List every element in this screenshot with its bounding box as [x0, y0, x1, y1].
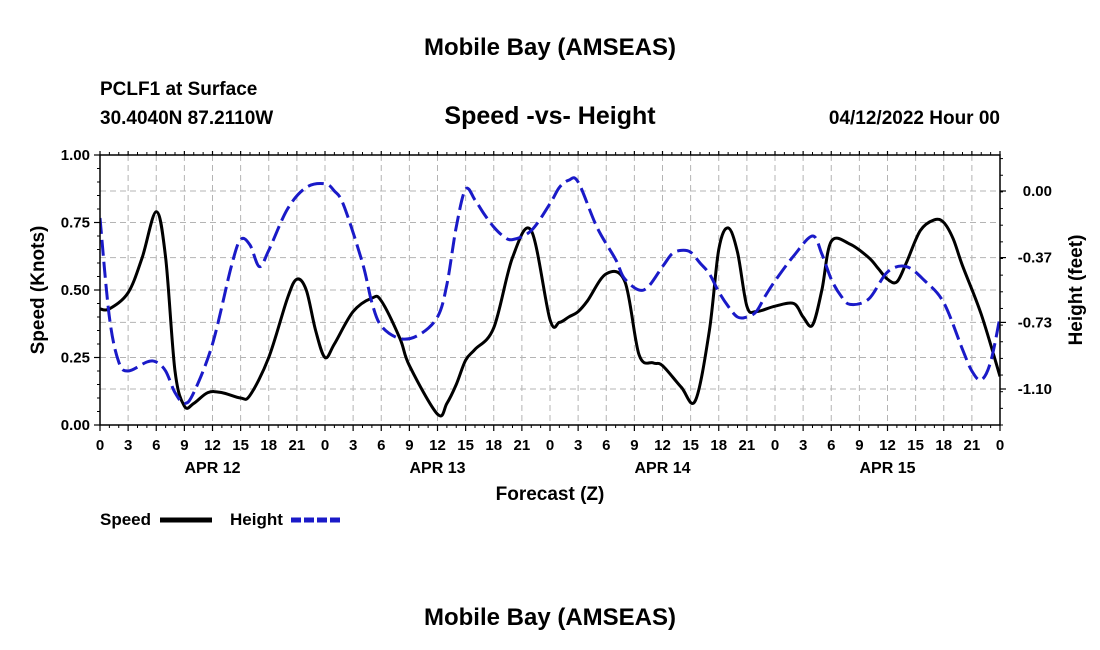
x-tick-label: 6 [152, 437, 160, 454]
location-label: 30.4040N 87.2110W [100, 108, 273, 129]
x-tick-label: 9 [405, 437, 413, 454]
y-tick-label: 1.00 [61, 147, 90, 164]
y2-tick-label: -0.73 [1018, 314, 1052, 331]
x-tick-label: 12 [654, 437, 671, 454]
y2-tick-label: 0.00 [1023, 183, 1052, 200]
x-tick-label: 15 [907, 437, 924, 454]
y2-tick-label: -0.37 [1018, 250, 1052, 267]
x-tick-label: 15 [457, 437, 474, 454]
y-tick-label: 0.50 [61, 282, 90, 299]
footer-title: Mobile Bay (AMSEAS) [424, 604, 676, 631]
y2-axis-label: Height (feet) [1066, 235, 1087, 346]
x-tick-label: 18 [710, 437, 727, 454]
series-line-height [100, 176, 1000, 405]
x-tick-label: 21 [964, 437, 981, 454]
legend-speed-label: Speed [100, 510, 151, 529]
x-tick-label: 18 [935, 437, 952, 454]
x-axis-label: Forecast (Z) [496, 484, 605, 505]
x-tick-label: 15 [682, 437, 699, 454]
y-tick-label: 0.25 [61, 350, 90, 367]
y2-tick-label: -1.10 [1018, 381, 1052, 398]
x-tick-label: 3 [349, 437, 357, 454]
x-tick-label: 0 [321, 437, 329, 454]
x-tick-label: 21 [514, 437, 531, 454]
x-tick-label: 0 [996, 437, 1004, 454]
x-tick-label: 6 [602, 437, 610, 454]
x-tick-label: 0 [771, 437, 779, 454]
series-lines [100, 176, 1000, 418]
axes: 0 3 6 9 12 15 18 21 0 3 6 9 12 15 18 21 0 3 6 9 12 15 18 21 0 3 6 9… [61, 147, 1052, 477]
x-tick-label: 18 [260, 437, 277, 454]
x-tick-label: 18 [485, 437, 502, 454]
y-tick-label: 0.75 [61, 215, 90, 232]
x-tick-label: 0 [96, 437, 104, 454]
x-tick-label: 6 [827, 437, 835, 454]
x-tick-label: 12 [879, 437, 896, 454]
grid-lines [100, 155, 1000, 425]
x-tick-label: 9 [855, 437, 863, 454]
x-tick-label: 12 [204, 437, 221, 454]
x-tick-label: 15 [232, 437, 249, 454]
x-tick-label: 12 [429, 437, 446, 454]
y-axis-label: Speed (Knots) [28, 226, 49, 355]
x-tick-label: 0 [546, 437, 554, 454]
day-label: APR 12 [184, 460, 240, 477]
chart-title: Speed -vs- Height [444, 102, 656, 130]
day-label: APR 15 [859, 460, 915, 477]
legend-height-label: Height [230, 510, 283, 529]
legend: Speed Height [100, 510, 343, 529]
x-tick-label: 3 [574, 437, 582, 454]
station-label: PCLF1 at Surface [100, 79, 257, 100]
x-tick-label: 9 [180, 437, 188, 454]
series-line-speed [100, 210, 1000, 418]
x-tick-label: 3 [799, 437, 807, 454]
x-tick-label: 3 [124, 437, 132, 454]
x-tick-label: 21 [289, 437, 306, 454]
day-label: APR 13 [409, 460, 465, 477]
y-tick-label: 0.00 [61, 417, 90, 434]
datetime-label: 04/12/2022 Hour 00 [829, 108, 1000, 129]
x-tick-label: 21 [739, 437, 756, 454]
day-label: APR 14 [634, 460, 690, 477]
x-tick-label: 6 [377, 437, 385, 454]
x-tick-label: 9 [630, 437, 638, 454]
page-title: Mobile Bay (AMSEAS) [424, 34, 676, 61]
